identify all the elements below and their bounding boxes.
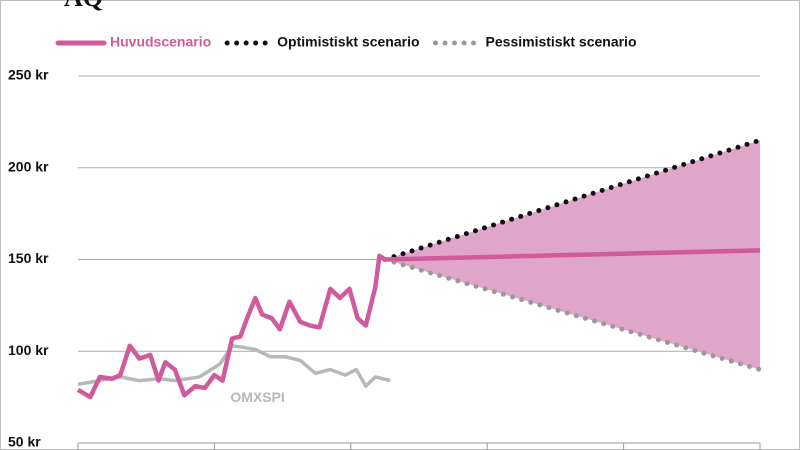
series-label: OMXSPI	[230, 389, 284, 405]
legend-label: Optimistiskt scenario	[277, 34, 419, 50]
y-tick-label: 50 kr	[8, 434, 41, 450]
chart-title: AQ	[64, 0, 103, 12]
series-line	[77, 343, 391, 388]
legend-label: Pessimistiskt scenario	[486, 34, 637, 50]
series-line	[382, 137, 763, 262]
y-tick-label: 150 kr	[8, 250, 49, 266]
y-tick-label: 100 kr	[8, 342, 49, 358]
y-tick-label: 250 kr	[8, 67, 49, 83]
series-line	[76, 248, 761, 400]
legend-label: Huvudscenario	[110, 34, 211, 50]
series-line	[382, 257, 763, 373]
y-tick-label: 200 kr	[8, 158, 49, 174]
